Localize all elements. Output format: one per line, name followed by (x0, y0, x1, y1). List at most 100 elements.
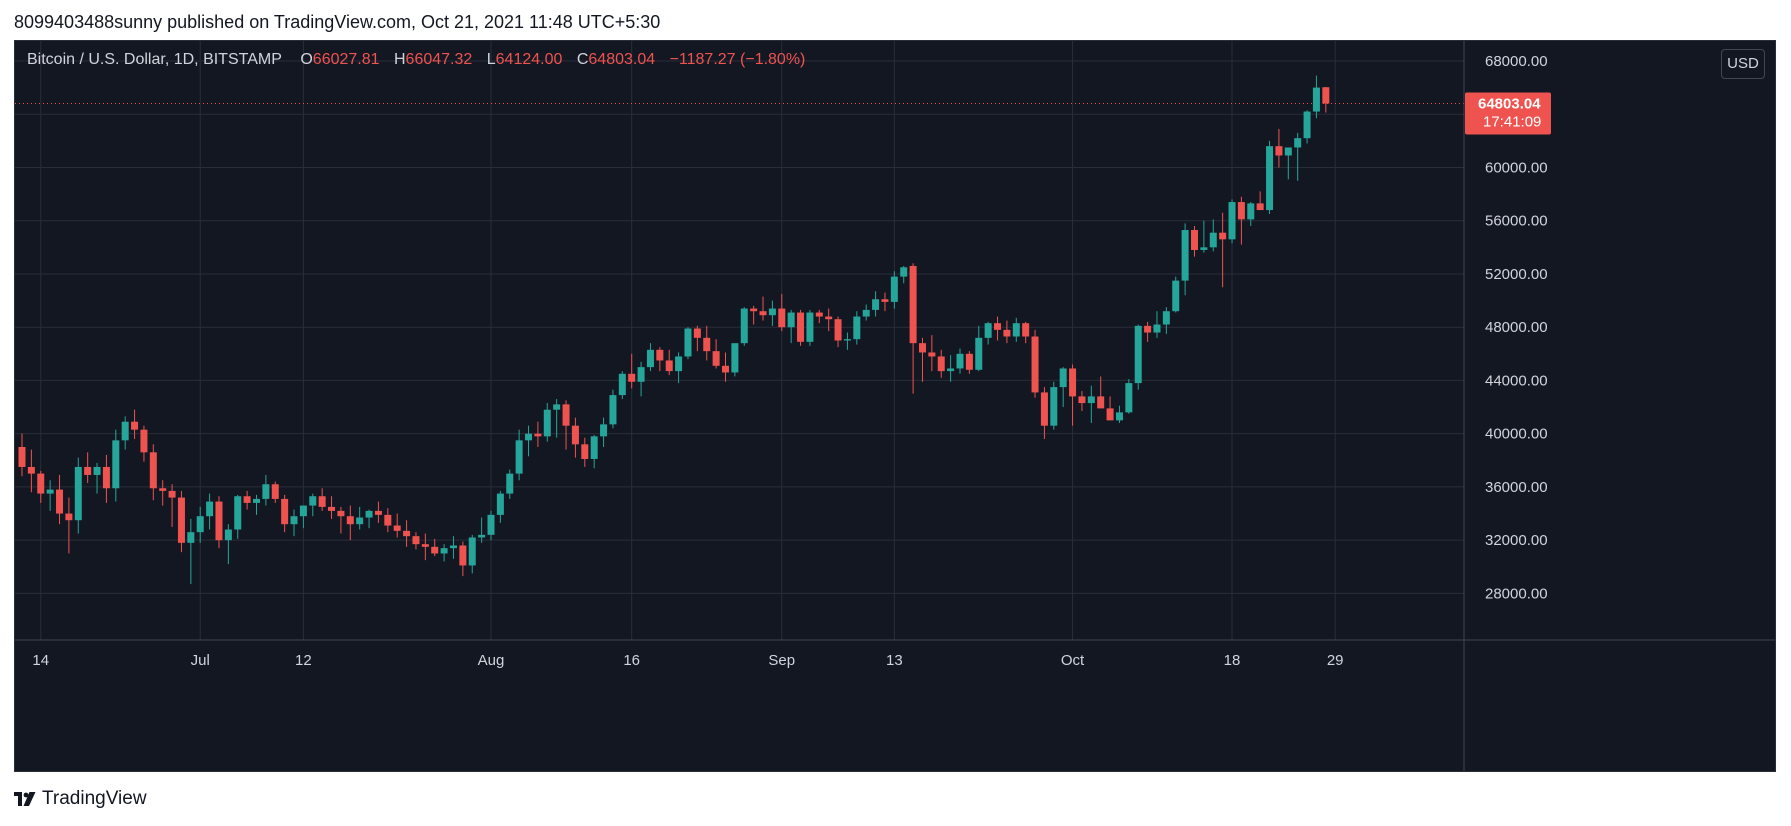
candle-up (984, 323, 992, 338)
candle-down (693, 328, 701, 338)
candle-down (177, 497, 185, 543)
publisher-line: 8099403488sunny published on TradingView… (14, 12, 661, 32)
candle-up (1228, 202, 1236, 240)
candle-up (1012, 323, 1020, 337)
candle-down (243, 496, 251, 503)
candle-down (722, 365, 729, 373)
candle-down (337, 510, 345, 517)
candle-up (843, 339, 851, 341)
candle-down (750, 308, 758, 312)
y-tick-label: 36000.00 (1485, 479, 1548, 496)
candle-up (975, 337, 983, 370)
candle-down (431, 546, 439, 554)
candle-down (628, 373, 636, 382)
x-tick-label: 14 (32, 652, 49, 669)
candle-down (403, 530, 411, 537)
candle-down (374, 510, 382, 515)
candle-up (206, 501, 214, 517)
candle-down (825, 316, 833, 320)
candle-down (393, 525, 401, 531)
candle-up (600, 424, 608, 437)
candle-up (862, 309, 870, 317)
y-tick-label: 68000.00 (1485, 53, 1548, 70)
candle-up (1059, 368, 1067, 388)
candle-down (27, 466, 35, 474)
y-tick-label: 44000.00 (1485, 372, 1548, 389)
candle-up (1087, 396, 1095, 404)
candle-up (262, 484, 270, 499)
chart-frame[interactable]: 68000.0064000.0060000.0056000.0052000.00… (14, 40, 1776, 772)
candle-down (994, 323, 1002, 330)
last-price-label: 64803.04 17:41:09 (1465, 92, 1551, 135)
candle-up (506, 473, 514, 494)
candle-down (534, 433, 542, 437)
candle-up (740, 308, 748, 344)
candle-up (1284, 147, 1292, 156)
tradingview-brand: TradingView (42, 788, 147, 809)
time-axis: 14 Jul 12 Aug 16 Sep 13 Oct 18 29 (32, 652, 1343, 669)
candle-up (196, 516, 204, 533)
candle-up (900, 267, 908, 277)
candle-down (834, 319, 842, 341)
y-tick-label: 60000.00 (1485, 159, 1548, 176)
x-tick-label: Jul (191, 652, 210, 669)
y-tick-label: 32000.00 (1485, 532, 1548, 549)
candle-down (1322, 87, 1330, 104)
x-tick-label: Oct (1061, 652, 1085, 669)
gridlines (15, 41, 1464, 640)
candle-down (1003, 329, 1011, 337)
candle-down (84, 466, 92, 475)
candle-down (384, 514, 392, 526)
candle-down (318, 496, 326, 507)
candle-up (299, 505, 307, 517)
candle-down (271, 484, 279, 499)
candle-down (102, 466, 110, 489)
candle-down (703, 337, 711, 352)
candle-down (909, 265, 917, 344)
candle-down (37, 473, 45, 494)
candle-up (46, 489, 54, 494)
candle-up (1294, 138, 1302, 148)
candle-down (1069, 368, 1077, 397)
candle-down (1237, 202, 1245, 220)
candlestick-chart[interactable]: 68000.0064000.0060000.0056000.0052000.00… (15, 41, 1775, 771)
x-tick-label: 12 (295, 652, 312, 669)
candle-up (1125, 383, 1133, 413)
candle-down (140, 429, 148, 453)
last-price-value: 64803.04 (1478, 96, 1541, 113)
candle-up (290, 516, 298, 525)
high-value: 66047.32 (405, 51, 473, 68)
candle-up (1303, 111, 1311, 139)
tradingview-logo[interactable]: TradingView (14, 788, 147, 810)
candle-down (665, 360, 673, 372)
close-label: C (576, 51, 589, 68)
y-tick-label: 28000.00 (1485, 585, 1548, 602)
candle-up (646, 349, 654, 368)
candle-up (553, 404, 561, 410)
candle-down (328, 506, 336, 511)
candle-up (675, 356, 683, 372)
candle-up (787, 312, 795, 328)
low-label: L (486, 51, 496, 68)
candles (18, 75, 1330, 585)
candle-down (1078, 396, 1086, 404)
open-label: O (300, 51, 313, 68)
x-tick-label: 13 (886, 652, 903, 669)
candle-up (1247, 203, 1255, 220)
candle-up (112, 440, 120, 489)
candle-up (872, 299, 880, 310)
candle-up (806, 312, 814, 342)
candle-down (412, 536, 420, 545)
candle-up (253, 498, 260, 503)
candle-up (449, 545, 457, 549)
low-value: 64124.00 (495, 51, 563, 68)
candle-up (947, 368, 955, 372)
currency-button[interactable]: USD (1721, 49, 1765, 79)
candle-down (918, 343, 926, 353)
close-value: 64803.04 (588, 51, 656, 68)
candle-down (1022, 323, 1030, 337)
candle-up (590, 436, 598, 459)
candle-up (637, 367, 645, 382)
candle-down (149, 452, 157, 489)
candle-up (1050, 387, 1058, 426)
